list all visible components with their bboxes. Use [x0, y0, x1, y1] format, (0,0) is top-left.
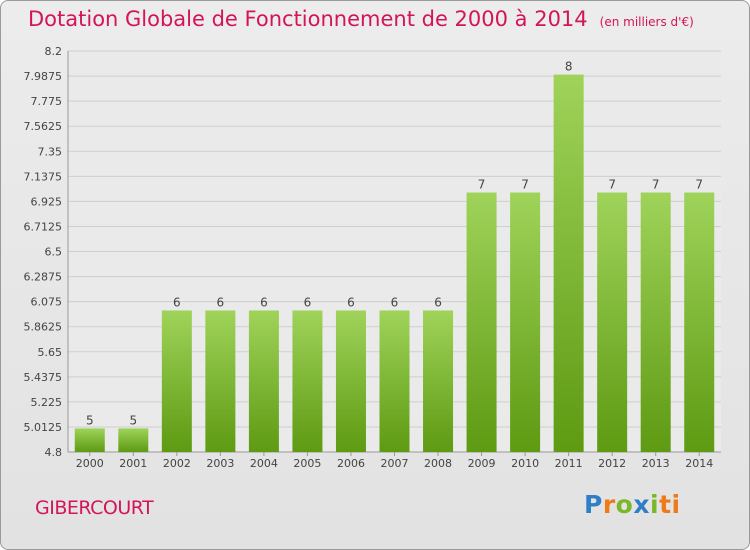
- bar-value-label: 6: [173, 295, 181, 309]
- y-tick-label: 5.8625: [24, 321, 63, 334]
- x-tick-label: 2013: [642, 457, 670, 470]
- bar: [335, 310, 366, 452]
- commune-name: GIBERCOURT: [35, 497, 154, 519]
- bar-value-label: 7: [652, 178, 660, 192]
- x-tick-label: 2006: [337, 457, 365, 470]
- bar: [248, 310, 279, 452]
- y-tick-label: 7.9875: [24, 70, 63, 83]
- y-tick-label: 6.7125: [24, 220, 63, 233]
- bar: [684, 192, 715, 452]
- y-tick-label: 7.775: [31, 95, 63, 108]
- y-tick-label: 7.5625: [24, 120, 63, 133]
- bar: [379, 310, 410, 452]
- bar: [510, 192, 541, 452]
- bar-value-label: 7: [478, 178, 486, 192]
- bar: [292, 310, 323, 452]
- y-tick-label: 6.925: [31, 195, 63, 208]
- bar: [466, 192, 497, 452]
- x-tick-label: 2008: [424, 457, 452, 470]
- y-tick-label: 7.35: [38, 145, 63, 158]
- bar-value-label: 7: [695, 178, 703, 192]
- x-tick-label: 2002: [163, 457, 191, 470]
- bar-value-label: 6: [391, 295, 399, 309]
- y-tick-label: 6.2875: [24, 271, 63, 284]
- x-tick-label: 2005: [293, 457, 321, 470]
- bar-value-label: 6: [217, 295, 225, 309]
- bar-value-label: 6: [434, 295, 442, 309]
- bar-value-label: 8: [565, 60, 573, 74]
- y-tick-label: 4.8: [45, 446, 63, 459]
- y-tick-label: 5.65: [38, 346, 63, 359]
- y-tick-label: 5.4375: [24, 371, 63, 384]
- x-tick-label: 2011: [555, 457, 583, 470]
- chart-title: Dotation Globale de Fonctionnement de 20…: [28, 7, 694, 31]
- y-tick-label: 6.075: [31, 296, 63, 309]
- x-tick-label: 2010: [511, 457, 539, 470]
- bar: [118, 428, 149, 452]
- bar: [205, 310, 236, 452]
- bar-value-label: 6: [260, 295, 268, 309]
- bar: [553, 74, 584, 453]
- x-tick-label: 2007: [381, 457, 409, 470]
- bar: [597, 192, 628, 452]
- y-tick-label: 6.5: [45, 246, 63, 259]
- bar-value-label: 7: [608, 178, 616, 192]
- bar: [640, 192, 671, 452]
- bar-value-label: 7: [521, 178, 529, 192]
- bar-value-label: 5: [86, 413, 94, 427]
- y-tick-label: 5.225: [31, 396, 63, 409]
- bar-value-label: 6: [304, 295, 312, 309]
- bar: [74, 428, 105, 452]
- bar: [423, 310, 454, 452]
- x-tick-label: 2012: [598, 457, 626, 470]
- x-tick-label: 2001: [119, 457, 147, 470]
- chart-subtitle: (en milliers d'€): [599, 15, 694, 29]
- bar: [161, 310, 192, 452]
- x-tick-label: 2004: [250, 457, 278, 470]
- x-tick-label: 2014: [685, 457, 713, 470]
- x-tick-label: 2009: [468, 457, 496, 470]
- x-tick-label: 2000: [76, 457, 104, 470]
- y-tick-label: 5.0125: [24, 421, 63, 434]
- bar-value-label: 5: [129, 413, 137, 427]
- y-tick-label: 7.1375: [24, 170, 63, 183]
- x-tick-label: 2003: [206, 457, 234, 470]
- proxiti-logo: Proxiti: [584, 490, 681, 519]
- y-tick-label: 8.2: [45, 45, 63, 58]
- bar-value-label: 6: [347, 295, 355, 309]
